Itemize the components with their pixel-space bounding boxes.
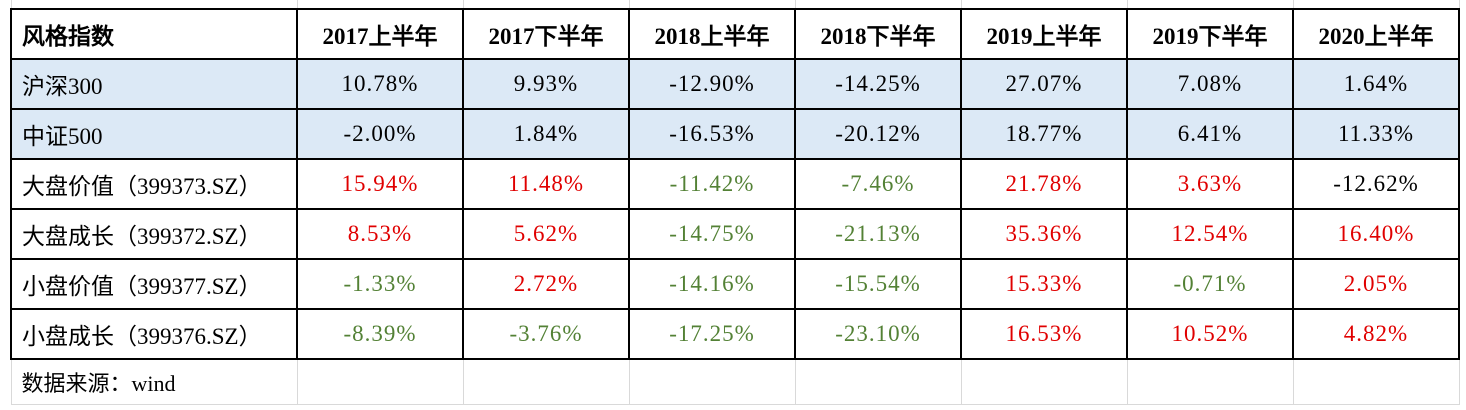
value-cell: -0.71% [1126,258,1294,310]
value-cell: 12.54% [1126,208,1294,260]
row-label: 小盘价值（399377.SZ） [10,258,298,310]
value-cell: 4.82% [1292,308,1460,360]
empty-cell [1292,358,1460,405]
value-cell: 2.05% [1292,258,1460,310]
column-header: 2017上半年 [296,8,464,60]
empty-cell [628,358,796,405]
value-cell: 1.84% [462,108,630,160]
value-cell: -23.10% [794,308,962,360]
gridline-cell [462,0,630,9]
value-cell: 8.53% [296,208,464,260]
row-label: 小盘成长（399376.SZ） [10,308,298,360]
value-cell: -12.62% [1292,158,1460,210]
table-row: 小盘价值（399377.SZ） -1.33% 2.72% -14.16% -15.54%… [10,258,1460,310]
table-row: 小盘成长（399376.SZ） -8.39% -3.76% -17.25% -23.10… [10,308,1460,360]
value-cell: 15.94% [296,158,464,210]
value-cell: -17.25% [628,308,796,360]
value-cell: -21.13% [794,208,962,260]
value-cell: -14.25% [794,58,962,110]
value-cell: 2.72% [462,258,630,310]
value-cell: 9.93% [462,58,630,110]
value-cell: 18.77% [960,108,1128,160]
value-cell: -14.75% [628,208,796,260]
column-header: 2017下半年 [462,8,630,60]
row-label: 大盘成长（399372.SZ） [10,208,298,260]
value-cell: 11.48% [462,158,630,210]
row-label: 沪深300 [10,58,298,110]
value-cell: 6.41% [1126,108,1294,160]
corner-header: 风格指数 [10,8,298,60]
empty-cell [794,358,962,405]
empty-cell [296,358,464,405]
value-cell: 15.33% [960,258,1128,310]
value-cell: -12.90% [628,58,796,110]
value-cell: 21.78% [960,158,1128,210]
row-label: 中证500 [10,108,298,160]
value-cell: -14.16% [628,258,796,310]
header-row: 风格指数 2017上半年 2017下半年 2018上半年 2018下半年 2019上半年 2… [10,8,1460,60]
empty-cell [1126,358,1294,405]
value-cell: -8.39% [296,308,464,360]
empty-cell [960,358,1128,405]
gridline-cell [296,0,464,9]
table-row: 大盘价值（399373.SZ） 15.94% 11.48% -11.42% -7.46%… [10,158,1460,210]
gridline-cell [1292,0,1460,9]
column-header: 2018上半年 [628,8,796,60]
value-cell: -11.42% [628,158,796,210]
value-cell: -20.12% [794,108,962,160]
value-cell: -2.00% [296,108,464,160]
gridline-cell [628,0,796,9]
value-cell: 27.07% [960,58,1128,110]
value-cell: 7.08% [1126,58,1294,110]
value-cell: 10.52% [1126,308,1294,360]
table-row: 中证500 -2.00% 1.84% -16.53% -20.12% 18.77% 6.41… [10,108,1460,160]
value-cell: -3.76% [462,308,630,360]
column-header: 2020上半年 [1292,8,1460,60]
value-cell: 11.33% [1292,108,1460,160]
value-cell: 5.62% [462,208,630,260]
gridline-cell [1126,0,1294,9]
value-cell: 10.78% [296,58,464,110]
table-row: 沪深300 10.78% 9.93% -12.90% -14.25% 27.07% 7.08… [10,58,1460,110]
value-cell: -7.46% [794,158,962,210]
gridline-cell [794,0,962,9]
gridline-cell [10,0,298,9]
table-row: 大盘成长（399372.SZ） 8.53% 5.62% -14.75% -21.13% 3… [10,208,1460,260]
value-cell: -1.33% [296,258,464,310]
column-header: 2018下半年 [794,8,962,60]
source-note: 数据来源：wind [10,358,298,405]
column-header: 2019下半年 [1126,8,1294,60]
value-cell: 16.40% [1292,208,1460,260]
empty-cell [462,358,630,405]
value-cell: -15.54% [794,258,962,310]
source-row: 数据来源：wind [10,358,1460,405]
value-cell: 3.63% [1126,158,1294,210]
column-header: 2019上半年 [960,8,1128,60]
gridline-cell [960,0,1128,9]
value-cell: -16.53% [628,108,796,160]
value-cell: 35.36% [960,208,1128,260]
value-cell: 16.53% [960,308,1128,360]
value-cell: 1.64% [1292,58,1460,110]
row-label: 大盘价值（399373.SZ） [10,158,298,210]
style-index-table: 风格指数 2017上半年 2017下半年 2018上半年 2018下半年 2019上半年 2… [10,0,1460,405]
gridline-strip [10,0,1460,9]
